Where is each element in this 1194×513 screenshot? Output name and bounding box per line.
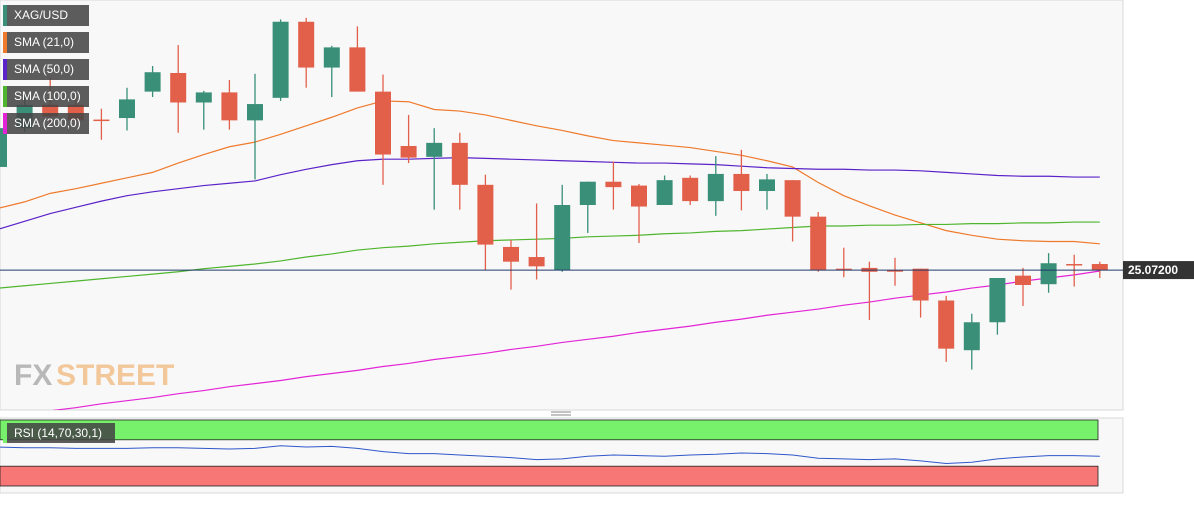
candle-body — [656, 180, 673, 205]
candle-body — [426, 142, 443, 157]
candle-body — [963, 322, 980, 351]
candle-body — [93, 119, 110, 122]
legend-box — [3, 86, 89, 107]
watermark-street: STREET — [56, 359, 174, 392]
candle-body — [221, 92, 238, 121]
candle-body — [503, 246, 519, 262]
candle-body — [375, 91, 391, 155]
legend-label: SMA (200,0) — [14, 116, 81, 130]
rsi-line — [0, 445, 1100, 465]
candle-body — [554, 205, 571, 271]
candle-body — [528, 257, 545, 267]
candle-body — [298, 21, 315, 68]
candle-body — [784, 180, 801, 217]
legend-box — [3, 5, 89, 26]
legend-box — [3, 113, 89, 134]
candle-body — [451, 142, 468, 185]
sma-line — [0, 100, 1100, 245]
candle-body — [810, 216, 827, 271]
candle-body — [1040, 263, 1057, 285]
candle-body — [195, 92, 212, 103]
candle-body — [912, 268, 929, 301]
watermark-fx: FX — [14, 359, 52, 392]
rsi-legend: RSI (14,70,30,1) — [3, 423, 115, 443]
legend-swatch — [3, 423, 7, 443]
sma-line — [0, 221, 1100, 289]
legend-swatch — [3, 5, 7, 26]
candle-body — [579, 181, 596, 205]
candle-body — [759, 179, 775, 192]
candle-body — [1066, 264, 1083, 266]
legend-label: SMA (21,0) — [14, 35, 74, 49]
candle-body — [272, 21, 289, 98]
legend-box — [3, 423, 115, 443]
legend-item: SMA (100,0) — [3, 86, 89, 107]
legend-item: SMA (50,0) — [3, 59, 89, 80]
rsi-band — [0, 419, 1099, 441]
candle-body — [938, 300, 955, 349]
candle-body — [349, 47, 366, 92]
legend-swatch — [3, 113, 7, 134]
legend-box — [3, 32, 89, 53]
candle-body — [631, 185, 647, 207]
candle-body — [887, 270, 903, 272]
candle-body — [1015, 275, 1031, 285]
legend-label: SMA (50,0) — [14, 62, 74, 76]
candle-body — [835, 268, 852, 271]
rsi-band — [0, 465, 1099, 487]
legend-swatch — [3, 59, 7, 80]
legend-swatch — [3, 32, 7, 53]
candle-body — [323, 47, 340, 68]
panel-divider-handle[interactable] — [551, 411, 571, 416]
legend-swatch — [3, 86, 7, 107]
candle-body — [144, 72, 161, 92]
candle-body — [170, 72, 187, 103]
legend-label: RSI (14,70,30,1) — [14, 426, 102, 440]
candle-body — [119, 99, 135, 119]
candle-body — [989, 277, 1006, 323]
last-price-label: 25.07200 — [1128, 263, 1178, 277]
legend-item: XAG/USD — [3, 5, 89, 26]
legend-item: SMA (21,0) — [3, 32, 89, 53]
legend-box — [3, 59, 89, 80]
candle-body — [42, 104, 59, 117]
legend-item: SMA (200,0) — [3, 113, 89, 134]
candle-body — [733, 173, 750, 192]
candle-body — [707, 173, 724, 202]
candle-body — [400, 145, 417, 158]
last-price-box — [1123, 261, 1194, 280]
legend-label: SMA (100,0) — [14, 89, 81, 103]
sma-line — [0, 157, 1100, 230]
candle-body — [682, 177, 699, 202]
legend-label: XAG/USD — [14, 8, 68, 22]
candle-body — [0, 128, 7, 167]
candle-body — [247, 104, 263, 121]
candle-body — [605, 181, 622, 188]
candle-body — [477, 184, 494, 245]
watermark: FX STREET — [14, 359, 174, 392]
candle-body — [1091, 264, 1108, 271]
